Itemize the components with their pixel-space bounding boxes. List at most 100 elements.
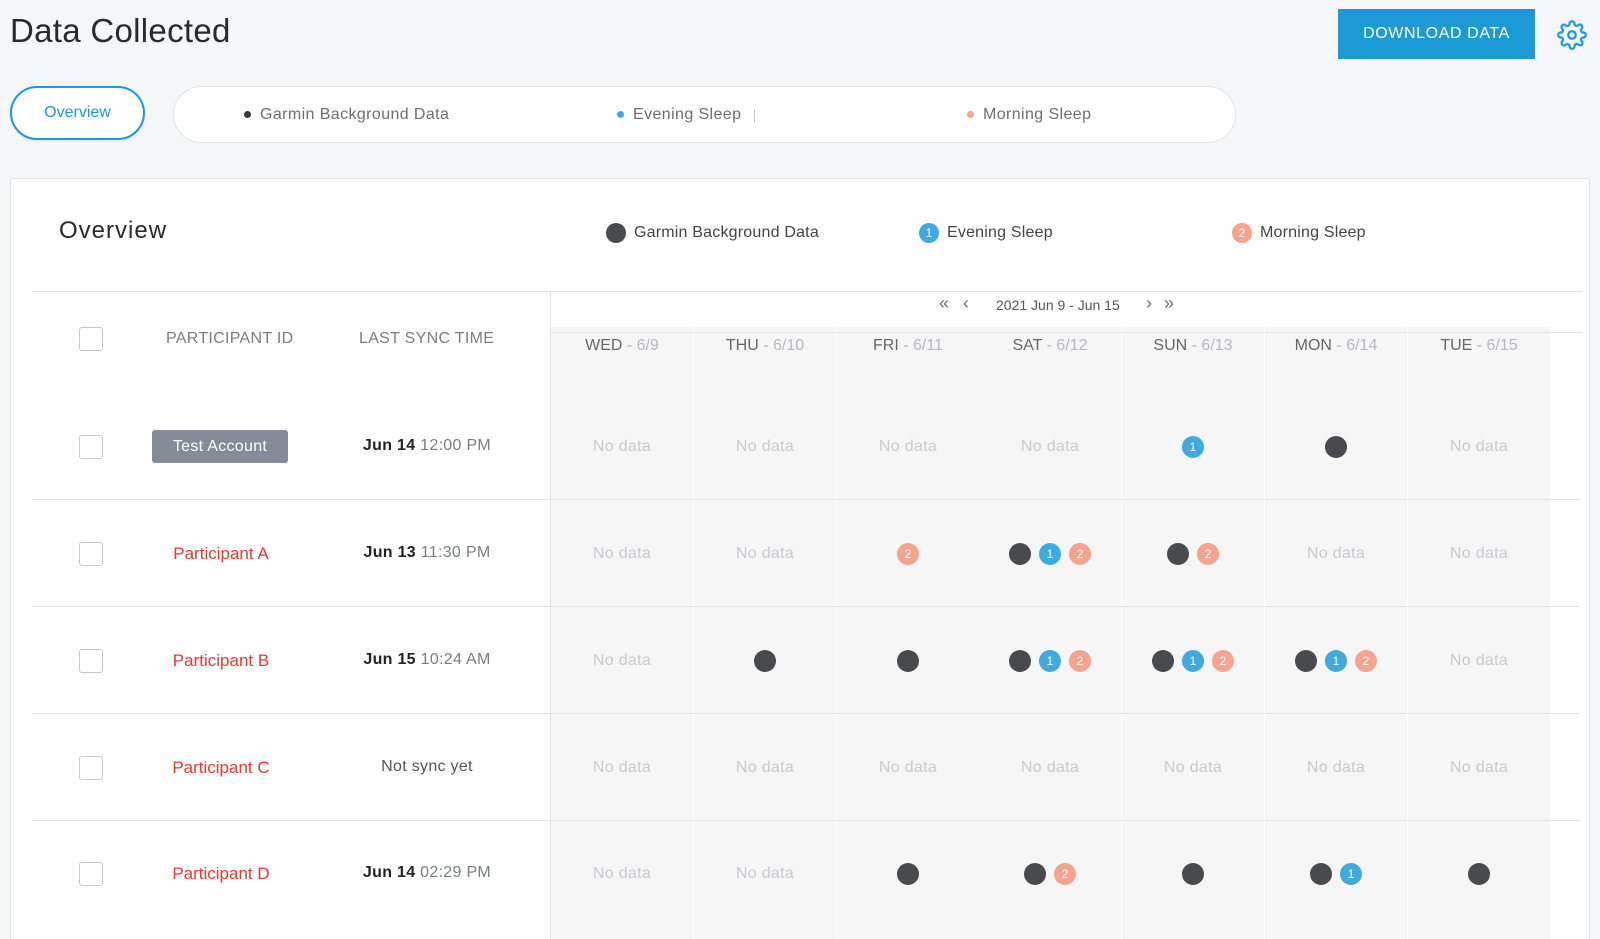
prev-week-icon[interactable]: ‹ <box>963 293 969 313</box>
data-type-tabs: Garmin Background Data Evening Sleep Mor… <box>173 86 1236 143</box>
next-week-icon[interactable]: › <box>1146 293 1152 313</box>
day-name: TUE <box>1440 337 1473 354</box>
last-sync-time-header: LAST SYNC TIME <box>359 330 495 347</box>
day-header-sun: SUN - 6/13 <box>1122 337 1264 355</box>
row-divider <box>32 820 1580 821</box>
data-cell[interactable]: No data <box>837 756 979 780</box>
download-data-button[interactable]: DOWNLOAD DATA <box>1338 9 1535 59</box>
garmin-dot-icon <box>1152 650 1174 672</box>
data-cell[interactable]: No data <box>1408 756 1550 780</box>
day-date: - 6/9 <box>622 337 659 354</box>
day-column <box>979 327 1121 939</box>
no-data-label: No data <box>878 759 938 776</box>
data-cell[interactable]: No data <box>551 756 693 780</box>
data-cell[interactable] <box>837 649 979 673</box>
tab-morning-sleep[interactable]: Morning Sleep <box>967 87 1091 142</box>
day-column <box>1265 327 1407 939</box>
participant-id-link[interactable]: Participant C <box>172 758 270 777</box>
legend-garmin: Garmin Background Data <box>606 223 819 243</box>
garmin-dot-icon <box>1009 543 1031 565</box>
overview-title: Overview <box>59 217 168 244</box>
morning-badge-icon: 2 <box>1212 650 1234 672</box>
data-cell[interactable]: 2 <box>979 862 1121 886</box>
tab-label: Morning Sleep <box>983 105 1092 123</box>
data-cell[interactable]: No data <box>551 649 693 673</box>
sync-date: Jun 13 <box>363 544 417 561</box>
morning-badge-icon: 2 <box>1069 543 1091 565</box>
no-data-label: No data <box>1449 652 1509 669</box>
header-divider <box>32 291 1582 292</box>
row-divider <box>32 713 1580 714</box>
day-column <box>694 327 836 939</box>
evening-badge-icon: 1 <box>1182 650 1204 672</box>
garmin-dot-icon <box>897 863 919 885</box>
no-data-label: No data <box>1163 759 1223 776</box>
data-cell[interactable]: No data <box>1122 756 1264 780</box>
sync-time: 11:30 PM <box>416 544 491 561</box>
data-cell[interactable]: No data <box>1408 542 1550 566</box>
row-checkbox[interactable] <box>79 649 103 673</box>
data-cell[interactable]: No data <box>694 435 836 459</box>
first-week-icon[interactable]: « <box>939 293 950 313</box>
no-data-label: No data <box>592 652 652 669</box>
data-cell[interactable]: No data <box>694 862 836 886</box>
data-cell[interactable]: No data <box>551 862 693 886</box>
no-data-label: No data <box>1449 438 1509 455</box>
data-cell[interactable]: No data <box>551 542 693 566</box>
data-cell[interactable]: 2 <box>837 542 979 566</box>
data-cell[interactable] <box>1408 862 1550 886</box>
day-header-mon: MON - 6/14 <box>1265 337 1407 355</box>
last-week-icon[interactable]: » <box>1164 293 1175 313</box>
data-cell[interactable]: No data <box>1408 435 1550 459</box>
date-nav-divider <box>551 332 1582 333</box>
evening-badge-icon: 1 <box>1182 436 1204 458</box>
participant-id-badge[interactable]: Test Account <box>152 430 288 463</box>
day-header-thu: THU - 6/10 <box>694 337 836 355</box>
data-cell[interactable]: No data <box>694 756 836 780</box>
tab-evening-sleep[interactable]: Evening Sleep <box>617 87 741 142</box>
data-cell[interactable]: No data <box>551 435 693 459</box>
data-cell[interactable]: 1 <box>1122 435 1264 459</box>
tab-garmin-background-data[interactable]: Garmin Background Data <box>244 87 449 142</box>
participant-id-link[interactable]: Participant D <box>172 864 270 883</box>
last-sync-time: Jun 15 10:24 AM <box>327 651 527 669</box>
last-sync-time: Jun 14 12:00 PM <box>327 437 527 455</box>
row-divider <box>32 499 1580 500</box>
no-data-label: No data <box>735 865 795 882</box>
gear-icon[interactable] <box>1557 20 1587 50</box>
participant-id-link[interactable]: Participant A <box>173 544 269 563</box>
data-cell[interactable]: No data <box>1265 756 1407 780</box>
overview-tab[interactable]: Overview <box>10 86 145 140</box>
data-cell[interactable] <box>1265 435 1407 459</box>
row-checkbox[interactable] <box>79 542 103 566</box>
row-checkbox[interactable] <box>79 435 103 459</box>
sync-time: 02:29 PM <box>415 864 492 881</box>
data-cell[interactable]: No data <box>979 435 1121 459</box>
data-cell[interactable] <box>694 649 836 673</box>
data-cell[interactable]: No data <box>1408 649 1550 673</box>
sync-time: 10:24 AM <box>415 651 491 668</box>
participant-id-link[interactable]: Participant B <box>172 651 270 670</box>
row-checkbox[interactable] <box>79 756 103 780</box>
data-cell[interactable] <box>837 862 979 886</box>
row-checkbox[interactable] <box>79 862 103 886</box>
data-cell[interactable]: No data <box>979 756 1121 780</box>
select-all-checkbox[interactable] <box>79 327 103 351</box>
data-cell[interactable]: 1 <box>1265 862 1407 886</box>
garmin-dot-icon <box>1325 436 1347 458</box>
data-cell[interactable]: 2 <box>1122 542 1264 566</box>
data-cell[interactable]: No data <box>694 542 836 566</box>
data-cell[interactable] <box>1122 862 1264 886</box>
day-column <box>551 327 693 939</box>
tab-label: Evening Sleep <box>633 105 742 123</box>
data-cell[interactable]: No data <box>837 435 979 459</box>
overview-card: Overview Garmin Background Data 1 Evenin… <box>10 178 1590 939</box>
no-data-label: No data <box>1449 759 1509 776</box>
no-data-label: No data <box>1449 545 1509 562</box>
day-date: - 6/15 <box>1472 337 1518 354</box>
data-cell[interactable]: No data <box>1265 542 1407 566</box>
